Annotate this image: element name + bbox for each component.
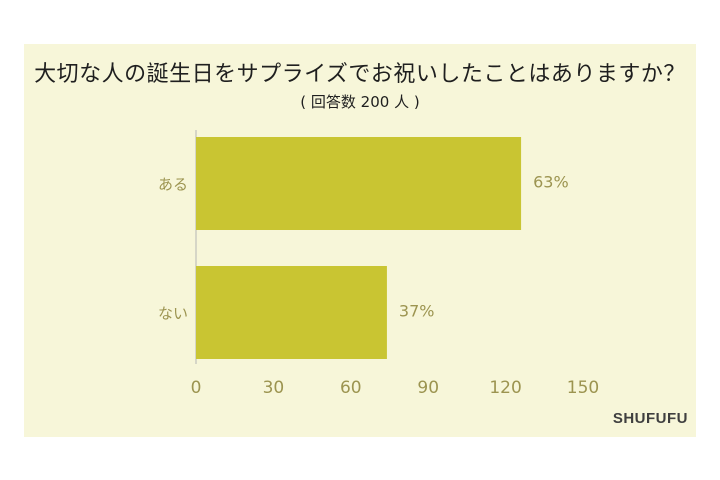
bar-0 bbox=[196, 137, 522, 230]
x-tick-label-0: 0 bbox=[191, 378, 202, 398]
category-label-1: ない bbox=[158, 305, 188, 323]
x-tick-label-5: 150 bbox=[567, 378, 599, 398]
chart-title: 大切な人の誕生日をサプライズでお祝いしたことはありますか？ bbox=[34, 62, 686, 87]
brand-logo: SHUFUFU bbox=[612, 410, 688, 427]
data-label-1: 37% bbox=[399, 302, 435, 321]
chart-subtitle: ( 回答数 200 人 ) bbox=[300, 93, 420, 111]
bar-1 bbox=[196, 266, 387, 359]
x-tick-label-2: 60 bbox=[340, 378, 362, 398]
x-tick-label-3: 90 bbox=[417, 378, 439, 398]
chart-panel bbox=[24, 44, 696, 437]
x-tick-label-1: 30 bbox=[263, 378, 285, 398]
category-label-0: ある bbox=[158, 176, 188, 194]
data-label-0: 63% bbox=[533, 173, 569, 192]
x-tick-label-4: 120 bbox=[489, 378, 521, 398]
